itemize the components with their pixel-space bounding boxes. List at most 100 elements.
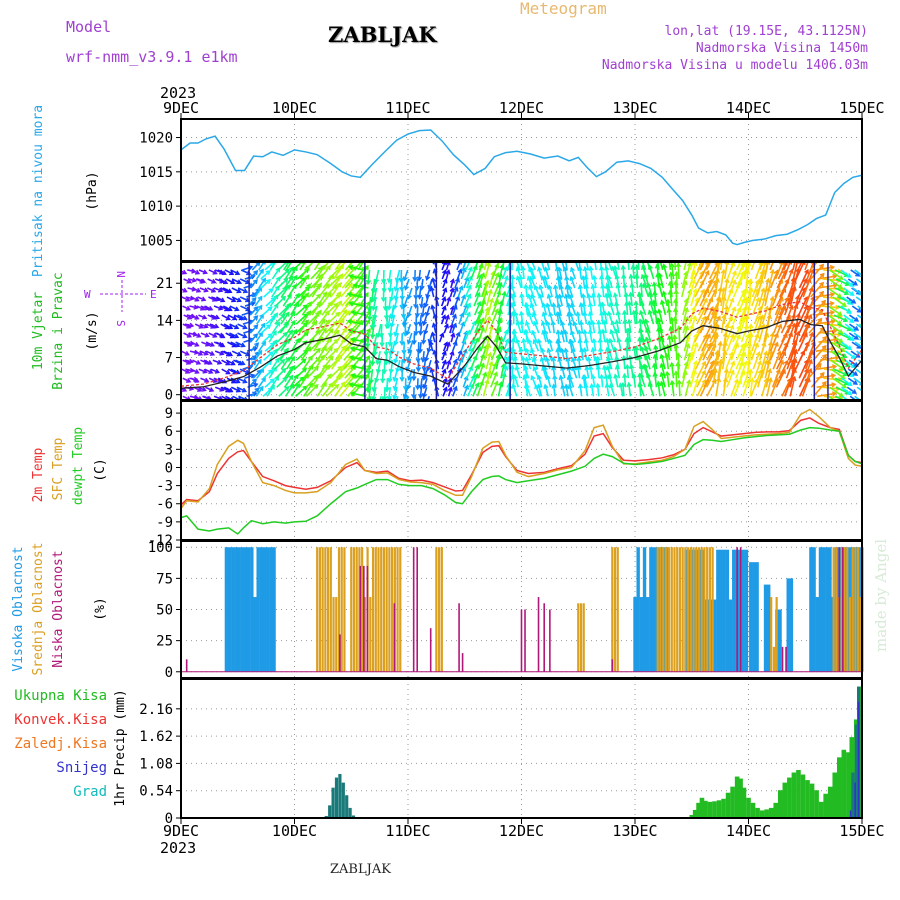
wind-arrow [812,381,827,397]
wind-arrow-head [591,337,597,344]
wind-arrow [503,339,509,352]
wind-arrow-head [512,329,518,335]
wind-arrow [441,351,447,361]
wind-arrow [797,278,808,298]
wind-arrow-head [651,281,658,287]
wind-arrow [848,359,859,367]
wind-arrow [485,352,492,370]
wind-arrow-head [849,282,855,287]
wind-arrow-head [202,269,208,275]
wind-arrow-head [487,288,493,294]
wind-arrow [500,364,505,379]
wind-arrow-head [547,284,553,290]
precip-rain-bar [796,769,801,818]
wind-arrow-head [221,270,227,276]
cloud-bar [673,547,676,672]
wind-arrow [570,330,576,343]
wind-arrow-head [402,404,406,407]
cloud-bar [332,597,335,672]
wind-arrow [758,288,765,307]
wind-arrow [458,313,464,325]
wind-arrow-head [558,374,564,381]
wind-arrow [816,374,835,380]
wind-arrow [249,333,258,343]
wind-arrow-head [849,336,855,342]
cloud-bar [711,547,714,672]
wind-arrow-head [763,350,769,356]
wind-arrow-head [291,283,297,289]
wind-arrow-head [581,302,587,308]
wind-arrow [748,333,753,352]
wind-arrow [396,396,399,400]
wind-arrow [703,370,713,388]
wind-arrow [200,305,209,310]
cloud-bar [227,547,232,672]
cloud-bar [755,562,759,672]
cloud-bar [363,565,365,672]
wind-arrow [255,386,264,397]
wind-arrow [741,262,747,271]
wind-arrow-head [414,312,421,319]
wind-arrow [525,384,532,397]
wind-arrow [810,264,824,280]
wind-arrow [471,373,479,388]
cloud-bar [369,597,372,672]
y-tick-label: 21 [156,276,173,292]
cloud-bar [838,547,841,672]
wind-arrow-head [503,275,509,281]
wind-arrow-head [365,279,372,286]
wind-arrow [723,278,729,298]
wind-arrow-head [807,367,813,374]
wind-arrow [815,320,835,325]
wind-arrow-head [451,313,457,319]
wind-arrow [214,278,224,283]
wind-arrow [502,276,509,289]
wind-arrow [832,296,847,307]
y-tick-label: 0 [165,460,173,476]
wind-arrow [660,300,667,316]
wind-arrow-head [595,355,601,361]
wind-arrow [768,269,774,289]
wind-arrow [659,327,665,343]
wind-arrow-head [457,268,463,274]
wind-arrow-head [225,360,231,366]
wind-arrow-head [576,329,583,335]
cloud-bar [842,547,844,672]
wind-arrow [775,369,786,388]
wind-arrow [274,359,285,370]
precip-rain-bar [846,752,851,818]
wind-arrow-head [479,326,485,332]
wind-arrow [815,293,834,298]
wind-arrow [714,278,719,298]
precip-rain-bar [746,797,751,818]
wind-arrow-head [399,367,405,373]
wind-arrow [477,273,485,289]
wind-arrow [471,337,479,352]
wind-arrow [667,299,671,316]
wind-arrow-head [541,311,547,317]
wind-arrow [349,302,365,307]
wind-arrow [832,377,847,389]
wind-arrow-head [346,291,353,298]
wind-arrow-head [529,347,535,354]
precip-legend-item: Konvek.Kisa [14,712,107,728]
wind-arrow-head [208,387,215,392]
wind-arrow [653,300,657,316]
wind-arrow [602,329,606,343]
wind-arrow-head [201,296,207,302]
wind-arrow-head [252,355,258,361]
wind-arrow-head [487,351,493,358]
cloud-bar [382,547,386,672]
wind-arrow-head [831,382,837,388]
wind-arrow [557,312,563,325]
wind-arrow [351,338,367,343]
wind-arrow [598,293,601,307]
cloud-bar [770,597,773,672]
wind-arrow-head [368,379,374,385]
y-tick-label: 50 [156,603,173,619]
precip-rain-bar [721,798,726,818]
wind-arrow [810,291,824,307]
cloud-bar [775,597,778,672]
wind-arrow [854,269,862,277]
wind-arrow [316,382,327,397]
